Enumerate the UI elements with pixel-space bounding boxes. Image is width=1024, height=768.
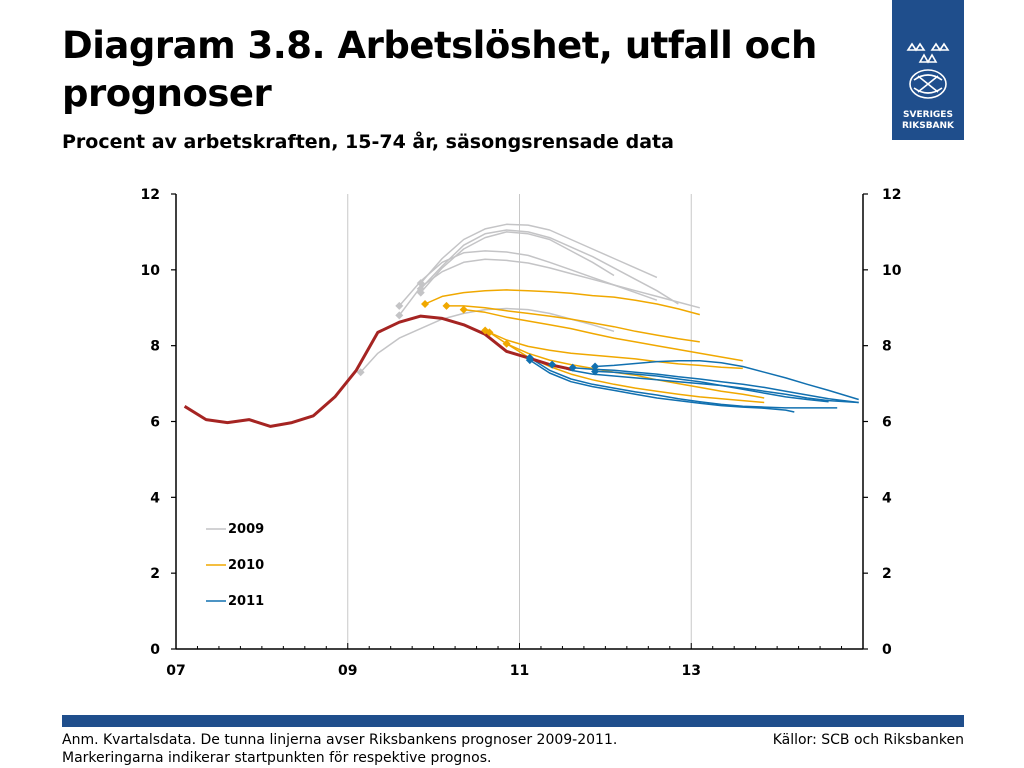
y-tick-label-left-6: 6 xyxy=(150,415,160,431)
y-tick-label-left-8: 8 xyxy=(150,339,160,355)
outcome-line xyxy=(183,314,572,428)
forecast-2010-start-marker-5 xyxy=(485,328,494,337)
crown-emblem-icon xyxy=(906,42,950,99)
logo-line-2: RIKSBANK xyxy=(901,121,955,131)
forecast-2011-line-5 xyxy=(595,360,859,401)
y-tick-label-right-12: 12 xyxy=(882,187,901,203)
unemployment-chart: 0 0 2 2 4 4 6 6 8 8 10 10 12 12 07 09 11 13 2009 2010 2011 xyxy=(141,187,902,679)
x-tick-label-13: 13 xyxy=(682,663,701,679)
y-tick-label-left-12: 12 xyxy=(141,187,160,203)
source-note: Källor: SCB och Riksbanken xyxy=(772,732,964,748)
forecast-2010-line-5 xyxy=(488,331,765,399)
forecast-2010-start-marker-2 xyxy=(442,301,451,310)
forecast-2009-start-marker-2 xyxy=(395,311,404,320)
forecast-2010-line-1 xyxy=(424,289,700,316)
forecast-2011-start-marker-3 xyxy=(548,360,557,369)
forecast-2009-line-4 xyxy=(420,231,615,294)
forecast-2010-start-marker-3 xyxy=(459,305,468,314)
forecast-2009-start-marker-3 xyxy=(395,301,404,310)
chart-series xyxy=(183,223,859,428)
forecast-2010-line-6 xyxy=(506,343,765,404)
forecast-2010-line-2 xyxy=(446,305,700,343)
forecast-2010-start-marker-6 xyxy=(502,339,511,348)
legend-label-2010: 2010 xyxy=(228,558,264,573)
forecast-2009-start-marker-5 xyxy=(416,284,425,293)
forecast-2011-start-marker-2 xyxy=(525,353,534,362)
forecast-2009-line-5 xyxy=(420,229,679,305)
forecast-2009-line-6 xyxy=(420,223,658,284)
forecast-2009-start-marker-1 xyxy=(356,368,365,377)
x-tick-label-09: 09 xyxy=(338,663,357,679)
forecast-2010-line-3 xyxy=(463,308,743,362)
legend-label-2009: 2009 xyxy=(228,522,264,537)
y-tick-label-right-8: 8 xyxy=(882,339,892,355)
page-subtitle: Procent av arbetskraften, 15-74 år, säso… xyxy=(62,131,674,153)
chart-legend: 2009 2010 2011 xyxy=(206,522,264,609)
forecast-2011-start-marker-5 xyxy=(591,362,600,371)
y-tick-label-right-0: 0 xyxy=(882,642,892,658)
forecast-2011-line-2 xyxy=(529,357,838,409)
forecast-2011-line-4 xyxy=(572,366,859,404)
forecast-2009-line-2 xyxy=(398,258,700,316)
forecast-2011-start-marker-4 xyxy=(568,363,577,372)
forecast-2009-start-marker-6 xyxy=(416,279,425,288)
y-tick-label-left-2: 2 xyxy=(150,566,160,582)
forecast-2010-line-4 xyxy=(484,329,743,370)
chart-start-markers xyxy=(356,279,600,377)
x-tick-label-11: 11 xyxy=(510,663,529,679)
y-tick-label-left-10: 10 xyxy=(141,263,161,279)
forecast-2011-line-6 xyxy=(595,370,829,403)
y-tick-label-right-6: 6 xyxy=(882,415,892,431)
forecast-2010-start-marker-1 xyxy=(421,299,430,308)
forecast-2011-line-1 xyxy=(529,359,795,413)
y-tick-label-left-0: 0 xyxy=(150,642,160,658)
forecast-2011-start-marker-6 xyxy=(591,367,600,376)
x-tick-label-07: 07 xyxy=(166,663,185,679)
forecast-2011-line-3 xyxy=(551,363,859,404)
y-tick-label-left-4: 4 xyxy=(150,490,160,506)
legend-label-2011: 2011 xyxy=(228,594,264,609)
y-tick-label-right-10: 10 xyxy=(882,263,902,279)
page-title: Diagram 3.8. Arbetslöshet, utfall och pr… xyxy=(62,24,817,115)
chart-axes: 0 0 2 2 4 4 6 6 8 8 10 10 12 12 07 09 11 13 xyxy=(141,187,902,679)
y-tick-label-right-4: 4 xyxy=(882,490,892,506)
y-tick-label-right-2: 2 xyxy=(882,566,892,582)
riksbank-logo: SVERIGES RIKSBANK xyxy=(892,0,964,140)
footer-bar xyxy=(62,715,964,727)
footnote: Anm. Kvartalsdata. De tunna linjerna avs… xyxy=(62,732,618,766)
logo-line-1: SVERIGES xyxy=(903,110,953,120)
forecast-2009-line-3 xyxy=(398,250,658,307)
chart-grid xyxy=(347,194,692,649)
